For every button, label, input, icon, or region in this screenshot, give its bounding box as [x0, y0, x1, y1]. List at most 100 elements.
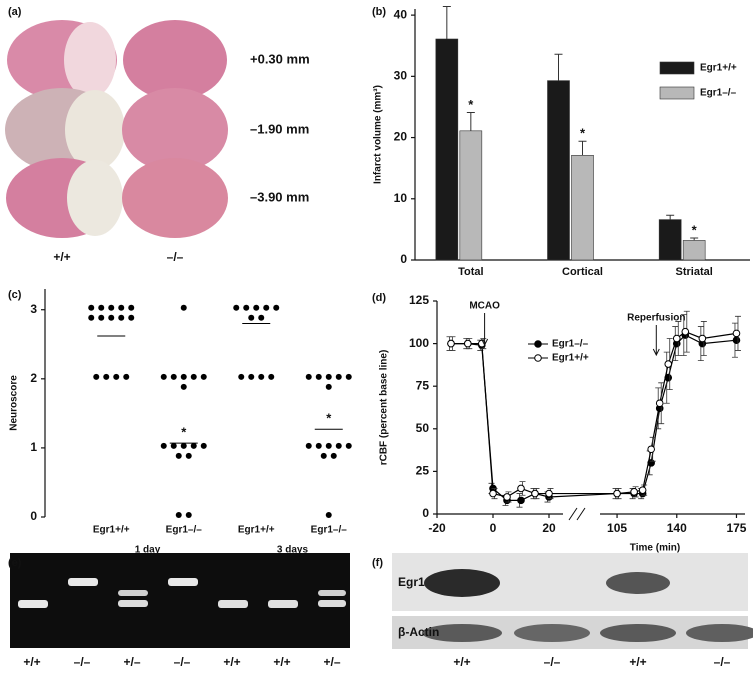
- x-axis-label: Time (min): [630, 543, 680, 554]
- lane-label: –/–: [714, 655, 731, 669]
- legend-marker: [534, 354, 542, 362]
- x-tick-label: -20: [428, 521, 446, 535]
- data-point: [190, 442, 197, 449]
- blot-image: [392, 553, 753, 649]
- data-point: [305, 442, 312, 449]
- data-point: [200, 373, 207, 380]
- data-point: [531, 489, 539, 498]
- x-tick-label: 175: [726, 521, 746, 535]
- gel-image: [10, 553, 350, 648]
- error-bar: [466, 111, 475, 131]
- slice-level: +0.30 mm: [250, 51, 310, 66]
- data-point: [180, 383, 187, 390]
- data-point: [315, 373, 322, 380]
- data-point: [98, 304, 105, 311]
- x-tick-label: 140: [667, 521, 687, 535]
- data-point: [248, 314, 255, 321]
- x-tick-label: Egr1+/+: [93, 525, 130, 536]
- lane-label: –/–: [174, 655, 191, 669]
- annotation: Reperfusion: [627, 313, 685, 324]
- panel-label: (e): [8, 557, 22, 569]
- data-point: [108, 314, 115, 321]
- legend-label: Egr1+/+: [552, 353, 589, 364]
- data-point: [664, 360, 673, 368]
- data-point: [175, 452, 182, 459]
- y-tick-label: 0: [30, 509, 37, 523]
- data-point: [268, 373, 275, 380]
- data-point: [180, 373, 187, 380]
- data-point: [325, 442, 332, 449]
- data-point: [88, 314, 95, 321]
- data-point: [238, 373, 245, 380]
- bar: [435, 38, 459, 261]
- data-point: [258, 314, 265, 321]
- lane-label: +/+: [223, 655, 240, 669]
- data-point: [273, 304, 280, 311]
- y-axis-label: rCBF (percent base line): [379, 350, 390, 466]
- panel-label: (a): [8, 6, 22, 18]
- data-point: [647, 445, 655, 454]
- data-point: [103, 373, 110, 380]
- y-tick-label: 1: [30, 440, 37, 454]
- data-point: [320, 452, 327, 459]
- lane-label: +/–: [123, 655, 140, 669]
- y-tick-label: 0: [400, 252, 407, 266]
- x-tick-label: Egr1–/–: [166, 525, 203, 536]
- data-point: [315, 442, 322, 449]
- data-point: [128, 314, 135, 321]
- data-point: [108, 304, 115, 311]
- error-bar: [666, 214, 675, 220]
- data-point: [118, 314, 125, 321]
- legend-label: Egr1–/–: [700, 88, 737, 99]
- significance-mark: *: [692, 222, 698, 237]
- panel-label: (d): [372, 292, 386, 304]
- data-point: [345, 442, 352, 449]
- blot-row-label: Egr1: [398, 575, 425, 589]
- x-tick-label: 105: [607, 521, 627, 535]
- data-point: [325, 373, 332, 380]
- x-tick-label: 0: [490, 521, 497, 535]
- legend-label: Egr1–/–: [552, 339, 589, 350]
- data-point: [335, 442, 342, 449]
- y-axis-label: Neuroscore: [9, 375, 20, 431]
- y-tick-label: 3: [30, 302, 37, 316]
- annotation: MCAO: [469, 301, 500, 312]
- error-bar: [578, 140, 587, 156]
- data-point: [98, 314, 105, 321]
- x-tick-label: Striatal: [676, 266, 713, 278]
- y-axis-label: Infarct volume (mm³): [373, 85, 384, 184]
- data-point: [243, 304, 250, 311]
- data-point: [160, 373, 167, 380]
- x-tick-label: 20: [542, 521, 556, 535]
- y-tick-label: 40: [394, 7, 408, 21]
- data-point: [190, 373, 197, 380]
- data-point: [233, 304, 240, 311]
- slice-level: –3.90 mm: [250, 189, 309, 204]
- y-tick-label: 0: [422, 506, 429, 520]
- data-point: [200, 442, 207, 449]
- data-point: [335, 373, 342, 380]
- y-tick-label: 25: [416, 464, 430, 478]
- data-point: [489, 489, 497, 498]
- data-point: [545, 489, 553, 498]
- panel-label: (f): [372, 557, 383, 569]
- data-point: [118, 304, 125, 311]
- data-point: [655, 399, 664, 408]
- data-point: [128, 304, 135, 311]
- x-tick-label: Egr1+/+: [238, 525, 275, 536]
- data-point: [638, 486, 647, 494]
- x-tick-label: Egr1–/–: [311, 525, 348, 536]
- bar: [682, 240, 706, 261]
- data-point: [185, 512, 192, 518]
- data-point: [185, 452, 192, 459]
- data-point: [613, 489, 621, 498]
- significance-mark: *: [181, 425, 187, 440]
- y-tick-label: 30: [394, 69, 408, 83]
- group-label: 3 days: [277, 545, 309, 556]
- y-tick-label: 2: [30, 371, 37, 385]
- lane-label: +/–: [323, 655, 340, 669]
- data-point: [325, 512, 332, 518]
- bar: [658, 219, 682, 261]
- lane-label: +/+: [23, 655, 40, 669]
